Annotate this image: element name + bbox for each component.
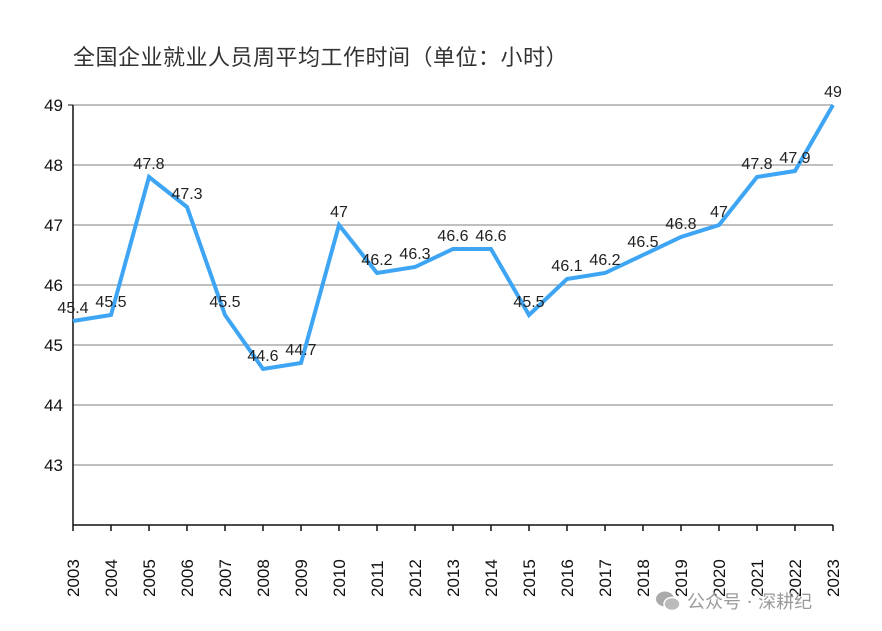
- x-tick-label: 2020: [710, 559, 729, 597]
- data-label: 47.9: [779, 150, 810, 167]
- y-tick-label: 43: [44, 456, 63, 475]
- x-tick-label: 2010: [330, 559, 349, 597]
- data-label: 49: [824, 84, 842, 101]
- x-tick-label: 2011: [368, 560, 387, 597]
- data-label: 45.5: [209, 294, 240, 311]
- data-label: 46.3: [399, 246, 430, 263]
- data-label: 46.2: [589, 252, 620, 269]
- data-label: 46.6: [437, 228, 468, 245]
- x-tick-label: 2017: [596, 559, 615, 597]
- data-label: 44.6: [247, 348, 278, 365]
- wechat-icon: [656, 591, 681, 612]
- data-label: 47.8: [741, 156, 772, 173]
- x-tick-label: 2008: [254, 559, 273, 597]
- watermark: 公众号 · 深耕纪: [655, 588, 812, 614]
- x-tick-label: 2012: [406, 559, 425, 597]
- x-tick-label: 2003: [64, 559, 83, 597]
- x-tick-label: 2016: [558, 559, 577, 597]
- x-tick-label: 2005: [140, 559, 159, 597]
- data-label: 45.4: [57, 300, 88, 317]
- y-tick-label: 47: [44, 216, 63, 235]
- x-tick-label: 2006: [178, 559, 197, 597]
- x-tick-label: 2021: [748, 559, 767, 597]
- y-tick-label: 48: [44, 156, 63, 175]
- x-tick-label: 2009: [292, 559, 311, 597]
- x-tick-label: 2015: [520, 559, 539, 597]
- data-label: 47.8: [133, 156, 164, 173]
- x-tick-label: 2018: [634, 559, 653, 597]
- chart-title: 全国企业就业人员周平均工作时间（单位：小时）: [73, 46, 569, 71]
- x-tick-label: 2019: [672, 559, 691, 597]
- x-tick-label: 2007: [216, 559, 235, 597]
- y-tick-label: 46: [44, 276, 63, 295]
- data-label: 47: [330, 204, 348, 221]
- data-label: 45.5: [513, 294, 544, 311]
- data-label: 47.3: [171, 186, 202, 203]
- data-label: 46.8: [665, 216, 696, 233]
- data-label: 46.5: [627, 234, 658, 251]
- data-label: 47: [710, 204, 728, 221]
- data-label: 44.7: [285, 342, 316, 359]
- y-tick-label: 45: [44, 336, 63, 355]
- x-tick-label: 2013: [444, 559, 463, 597]
- x-tick-label: 2014: [482, 559, 501, 597]
- data-label: 46.6: [475, 228, 506, 245]
- x-tick-label: 2004: [102, 559, 121, 597]
- data-label: 45.5: [95, 294, 126, 311]
- y-tick-label: 49: [44, 96, 63, 115]
- data-label: 46.1: [551, 258, 582, 275]
- data-label: 46.2: [361, 252, 392, 269]
- watermark-text: 公众号 · 深耕纪: [687, 592, 813, 613]
- y-tick-label: 44: [44, 396, 63, 415]
- x-tick-label: 2023: [824, 559, 843, 597]
- x-tick-label: 2022: [786, 559, 805, 597]
